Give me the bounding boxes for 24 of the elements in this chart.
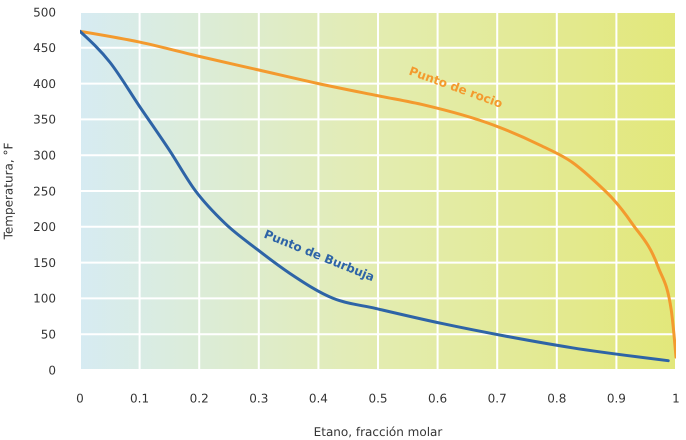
y-axis-title: Temperatura, °F (1, 142, 16, 240)
y-tick-label: 50 (40, 327, 56, 342)
x-tick-label: 0.4 (308, 392, 328, 406)
y-tick-label: 500 (33, 5, 56, 20)
y-tick-label: 150 (33, 256, 56, 270)
x-tick-label: 0.1 (130, 392, 150, 406)
y-tick-label: 400 (33, 76, 56, 91)
x-tick-label: 1 (672, 392, 680, 406)
x-axis-title: Etano, fracción molar (314, 425, 442, 439)
x-tick-label: 0.7 (488, 392, 507, 406)
y-tick-label: 250 (33, 184, 56, 198)
y-tick-label: 350 (33, 112, 56, 127)
x-tick-label: 0.2 (190, 392, 209, 406)
y-tick-label: 450 (33, 41, 56, 56)
y-tick-label: 100 (33, 292, 56, 306)
y-tick-label: 300 (33, 148, 56, 162)
y-tick-label: 0 (48, 363, 56, 378)
x-tick-label: 0.6 (428, 392, 448, 406)
x-tick-label: 0.3 (249, 392, 268, 406)
x-tick-label: 0.5 (368, 392, 388, 406)
x-tick-label: 0.9 (606, 392, 626, 406)
x-tick-label: 0.8 (547, 392, 566, 406)
y-tick-label: 200 (33, 220, 56, 234)
x-tick-label: 0 (76, 392, 84, 406)
